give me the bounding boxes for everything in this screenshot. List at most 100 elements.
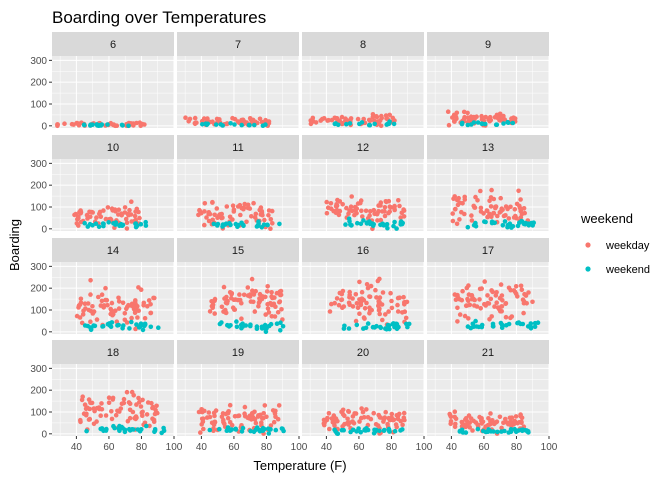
weekday-point (263, 294, 268, 300)
weekday-point (88, 292, 93, 297)
facet-strip (52, 238, 174, 262)
weekend-point (483, 219, 488, 225)
weekday-point (326, 117, 331, 123)
weekend-point (465, 122, 471, 128)
weekday-point (103, 413, 109, 418)
weekday-point (503, 301, 509, 306)
weekday-point (386, 309, 391, 314)
weekend-point (354, 322, 360, 328)
weekend-point (120, 123, 125, 128)
weekday-point (373, 287, 378, 293)
weekday-point (401, 410, 407, 416)
weekend-point (217, 426, 222, 432)
weekday-point (82, 301, 88, 307)
weekday-point (334, 209, 339, 215)
weekday-point (335, 197, 340, 203)
weekend-point (144, 423, 149, 429)
weekday-point (489, 421, 494, 426)
weekend-point (139, 427, 144, 432)
weekday-point (279, 307, 284, 312)
weekend-point (358, 429, 364, 435)
weekday-point (368, 209, 373, 214)
weekday-point (519, 419, 524, 425)
weekday-point (141, 300, 147, 306)
weekday-point (241, 292, 247, 298)
weekday-point (446, 122, 452, 128)
weekday-point (106, 400, 112, 406)
weekend-point (499, 322, 505, 328)
weekday-point (389, 305, 395, 311)
facet-label: 16 (357, 245, 369, 257)
weekday-point (99, 401, 104, 406)
weekday-point (327, 426, 332, 432)
weekday-point (513, 291, 519, 297)
weekday-point (334, 296, 340, 301)
weekday-point (99, 298, 105, 304)
weekend-point (476, 324, 482, 330)
weekday-point (386, 415, 392, 421)
weekend-point (502, 219, 508, 224)
weekend-point (278, 320, 283, 326)
weekend-point (135, 427, 141, 432)
weekday-point (354, 210, 359, 216)
weekend-point (140, 327, 146, 333)
weekday-point (344, 205, 349, 211)
weekday-point (403, 315, 409, 321)
weekday-point (77, 302, 83, 308)
weekday-point (124, 320, 130, 325)
weekend-point (495, 429, 500, 435)
weekday-point (397, 203, 402, 209)
weekend-point (280, 426, 285, 432)
weekday-point (477, 414, 482, 420)
weekend-point (347, 121, 353, 126)
weekday-point (499, 309, 505, 314)
weekday-point (495, 213, 500, 219)
weekday-point (382, 209, 387, 214)
weekday-point (252, 416, 257, 422)
x-tick-label: 80 (386, 442, 398, 453)
weekday-point (463, 416, 469, 421)
weekday-point (146, 298, 152, 303)
weekday-point (508, 315, 513, 321)
weekend-point (82, 323, 88, 328)
weekday-point (108, 216, 113, 222)
weekday-point (109, 300, 115, 306)
weekday-point (388, 290, 393, 296)
weekday-point (268, 226, 273, 231)
weekday-point (140, 397, 145, 403)
weekday-point (269, 208, 275, 214)
weekday-point (230, 115, 235, 121)
weekday-point (350, 296, 355, 301)
weekday-point (355, 116, 361, 122)
weekday-point (142, 316, 148, 321)
weekday-point (347, 289, 353, 295)
weekday-point (383, 409, 389, 415)
weekday-point (210, 119, 215, 124)
facet-label: 17 (482, 245, 494, 257)
weekday-point (453, 297, 459, 303)
weekend-point (121, 323, 126, 328)
weekday-point (219, 211, 224, 217)
facet-label: 10 (107, 142, 119, 154)
weekday-point (454, 221, 460, 227)
weekend-point (115, 323, 120, 328)
weekday-point (137, 215, 142, 221)
weekend-point (346, 216, 352, 221)
weekend-point (508, 427, 514, 432)
weekday-point (78, 419, 83, 425)
weekday-point (396, 198, 401, 203)
weekday-point (219, 304, 225, 310)
weekend-point (367, 122, 373, 128)
weekend-point (239, 122, 244, 128)
weekend-point (492, 220, 497, 226)
weekday-point (339, 297, 345, 302)
weekday-point (402, 417, 407, 423)
weekday-point (324, 210, 330, 216)
weekday-point (501, 420, 506, 426)
weekday-point (484, 208, 490, 214)
weekend-point (273, 427, 279, 433)
weekday-point (516, 188, 521, 194)
weekday-point (134, 402, 139, 407)
weekday-point (497, 414, 503, 420)
weekend-point (248, 322, 253, 328)
